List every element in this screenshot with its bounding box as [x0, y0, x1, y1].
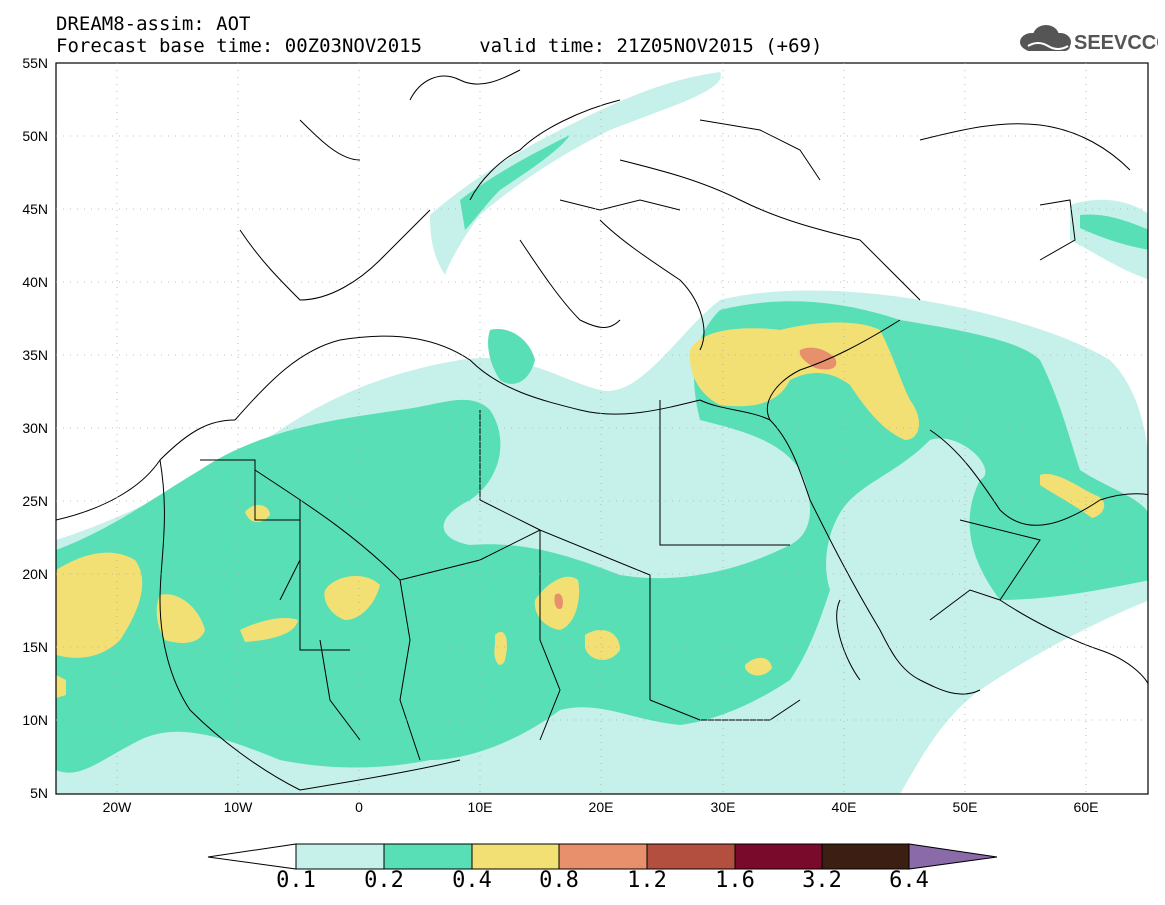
logo-text: SEEVCCC: [1074, 32, 1158, 54]
lon-label: 10W: [224, 799, 254, 815]
aot-band-0-2: [56, 135, 1148, 773]
lon-label: 20W: [103, 799, 133, 815]
colorbar-bin: [295, 843, 385, 870]
colorbar-label: 0.4: [452, 868, 492, 893]
lon-tick-labels: 20W 10W 0 10E 20E 30E 40E 50E 60E: [103, 799, 1099, 815]
lat-label: 25N: [22, 493, 48, 509]
colorbar-bin: [383, 843, 473, 870]
colorbar-under-arrow: [207, 843, 297, 870]
colorbar-label: 6.4: [889, 868, 929, 893]
lat-label: 10N: [22, 712, 48, 728]
title-line-1: DREAM8-assim: AOT: [56, 13, 251, 35]
lon-label: 50E: [953, 799, 978, 815]
colorbar-label: 1.6: [715, 868, 755, 893]
lon-label: 30E: [711, 799, 736, 815]
title-line-2: Forecast base time: 00Z03NOV2015 valid t…: [56, 35, 823, 57]
lon-label: 20E: [589, 799, 614, 815]
lon-gridlines: [116, 63, 1087, 794]
colorbar-label: 0.1: [276, 868, 316, 893]
aot-band-0-4: [56, 322, 1105, 698]
colorbar-over-arrow: [908, 843, 998, 870]
colorbar-bin: [821, 843, 910, 870]
colorbar-label: 0.8: [539, 868, 579, 893]
lat-tick-labels: 55N 50N 45N 40N 35N 30N 25N 20N 15N 10N …: [22, 55, 48, 801]
lat-label: 50N: [22, 128, 48, 144]
coastlines-borders: [56, 69, 1148, 791]
colorbar-bin: [734, 843, 823, 870]
lat-label: 45N: [22, 201, 48, 217]
colorbar-bin: [646, 843, 736, 870]
lat-label: 5N: [30, 785, 48, 801]
colorbar: [207, 843, 998, 870]
lat-label: 30N: [22, 420, 48, 436]
aot-fields: [56, 72, 1148, 794]
lat-label: 20N: [22, 566, 48, 582]
lat-label: 15N: [22, 639, 48, 655]
map-frame: [55, 62, 1149, 795]
lon-label: 0: [355, 799, 363, 815]
lon-label: 60E: [1074, 799, 1099, 815]
seevccc-logo: SEEVCCC: [1020, 25, 1158, 54]
colorbar-label: 0.2: [364, 868, 404, 893]
colorbar-bin: [558, 843, 648, 870]
lat-gridlines: [56, 135, 1148, 721]
colorbar-label: 3.2: [802, 868, 842, 893]
lon-label: 10E: [468, 799, 493, 815]
lon-label: 40E: [832, 799, 857, 815]
colorbar-bin: [471, 843, 560, 870]
lat-label: 55N: [22, 55, 48, 71]
aot-band-0-8: [554, 347, 837, 610]
lat-label: 40N: [22, 274, 48, 290]
lat-label: 35N: [22, 347, 48, 363]
colorbar-label: 1.2: [627, 868, 667, 893]
